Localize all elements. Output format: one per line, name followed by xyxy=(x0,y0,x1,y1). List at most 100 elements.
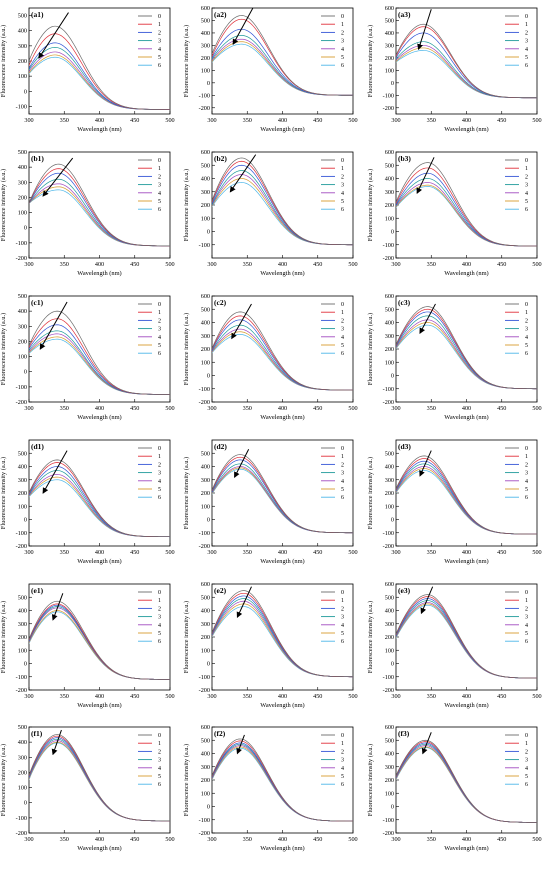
series-line xyxy=(212,331,353,391)
legend-label: 5 xyxy=(158,631,161,637)
y-tick-label: -100 xyxy=(199,386,210,393)
legend-label: 6 xyxy=(158,495,161,501)
y-tick-label: 500 xyxy=(201,737,210,744)
x-tick-label: 300 xyxy=(24,261,33,268)
legend-label: 6 xyxy=(341,207,344,213)
y-tick-label: -200 xyxy=(383,255,394,262)
x-tick-label: 450 xyxy=(130,549,139,556)
legend: 0 1 2 3 4 5 6 xyxy=(138,14,161,69)
y-tick-label: 100 xyxy=(201,215,210,222)
series-group xyxy=(29,310,170,395)
chart-panel: 300 350 400 450 500-200-1000100200300400500W… xyxy=(0,724,175,852)
series-line xyxy=(29,54,170,110)
y-axis-title: Fluorescence intensity (a.u.) xyxy=(0,601,7,673)
y-tick-label: 600 xyxy=(385,581,394,588)
x-tick-label: 300 xyxy=(391,836,400,843)
y-tick-label: 100 xyxy=(385,215,394,222)
y-tick-label: -200 xyxy=(199,105,210,112)
legend: 0 1 2 3 4 5 6 xyxy=(138,302,161,357)
x-axis-title: Wavelength (nm) xyxy=(260,558,304,565)
legend-label: 4 xyxy=(341,47,344,53)
series-group xyxy=(29,600,170,680)
series-line xyxy=(29,476,170,538)
series-line xyxy=(212,311,353,391)
series-line xyxy=(396,324,537,390)
y-tick-label: 0 xyxy=(207,373,210,380)
x-tick-label: 300 xyxy=(24,405,33,412)
y-tick-label: -200 xyxy=(16,687,27,694)
legend-label: 1 xyxy=(341,166,344,172)
y-tick-label: 0 xyxy=(391,229,394,236)
series-line xyxy=(396,594,537,679)
x-tick-label: 350 xyxy=(60,117,69,124)
x-tick-label: 300 xyxy=(207,405,216,412)
series-group xyxy=(29,459,170,538)
legend-label: 3 xyxy=(525,615,528,621)
y-tick-label: -200 xyxy=(199,830,210,837)
chart-panel: 300 350 400 450 500-200-10001002003004005006… xyxy=(183,581,358,709)
legend-label: 0 xyxy=(341,302,344,308)
y-tick-label: 600 xyxy=(201,293,210,300)
series-line xyxy=(212,43,353,96)
y-tick-label: 500 xyxy=(18,149,27,156)
panel-label: (f3) xyxy=(398,729,410,738)
y-axis-title: Fluorescence intensity (a.u.) xyxy=(183,25,190,97)
legend-label: 3 xyxy=(341,327,344,333)
panel-label: (d1) xyxy=(31,442,44,451)
trend-arrow xyxy=(229,154,257,193)
y-tick-label: 0 xyxy=(24,661,27,668)
y-tick-label: 300 xyxy=(201,477,210,484)
legend-label: 6 xyxy=(341,351,344,357)
x-tick-label: 400 xyxy=(462,261,471,268)
panel-label: (e3) xyxy=(398,586,411,595)
x-tick-label: 500 xyxy=(165,405,174,412)
x-tick-label: 300 xyxy=(24,693,33,700)
y-axis-title: Fluorescence intensity (a.u.) xyxy=(367,25,374,97)
y-tick-label: 200 xyxy=(18,58,27,65)
y-tick-label: 400 xyxy=(18,739,27,746)
y-tick-label: 400 xyxy=(385,30,394,37)
y-tick-label: 600 xyxy=(201,149,210,156)
legend: 0 1 2 3 4 5 6 xyxy=(505,158,528,213)
legend-label: 5 xyxy=(525,343,528,349)
legend-label: 4 xyxy=(525,191,528,197)
series-group xyxy=(212,15,353,96)
legend-label: 4 xyxy=(158,479,161,485)
chart-panel: 300 350 400 450 500-200-1000100200300400500W… xyxy=(183,439,358,565)
y-tick-label: 0 xyxy=(391,80,394,87)
x-tick-label: 300 xyxy=(391,405,400,412)
y-tick-label: 400 xyxy=(18,464,27,471)
series-line xyxy=(29,186,170,247)
x-axis: 300 350 400 450 500 xyxy=(24,111,175,124)
legend-label: 0 xyxy=(341,446,344,452)
series-line xyxy=(212,15,353,96)
panel-label: (c3) xyxy=(398,298,411,307)
y-tick-label: 100 xyxy=(18,354,27,361)
series-line xyxy=(29,462,170,538)
y-tick-label: 500 xyxy=(18,293,27,300)
y-tick-label: 300 xyxy=(385,621,394,628)
legend: 0 1 2 3 4 5 6 xyxy=(321,14,344,69)
series-group xyxy=(29,734,170,822)
y-tick-label: 200 xyxy=(201,777,210,784)
x-axis-title: Wavelength (nm) xyxy=(260,414,304,421)
chart-panel: 300 350 400 450 500-200-10001002003004005006… xyxy=(367,149,542,277)
y-tick-label: -200 xyxy=(383,543,394,550)
panel-label: (f1) xyxy=(31,729,43,738)
x-tick-label: 500 xyxy=(532,836,541,843)
x-axis-title: Wavelength (nm) xyxy=(77,270,121,277)
series-line xyxy=(29,610,170,680)
y-tick-label: 0 xyxy=(24,88,27,95)
x-tick-label: 300 xyxy=(391,117,400,124)
x-tick-label: 350 xyxy=(243,549,252,556)
y-tick-label: 0 xyxy=(24,369,27,376)
x-tick-label: 450 xyxy=(497,836,506,843)
x-tick-label: 400 xyxy=(278,549,287,556)
panel-label: (c1) xyxy=(31,298,44,307)
series-line xyxy=(29,479,170,538)
legend-label: 4 xyxy=(158,335,161,341)
chart-panel: 300 350 400 450 500-200-10001002003004005006… xyxy=(183,724,358,852)
y-axis-title: Fluorescence intensity (a.u.) xyxy=(183,601,190,673)
series-line xyxy=(212,328,353,391)
